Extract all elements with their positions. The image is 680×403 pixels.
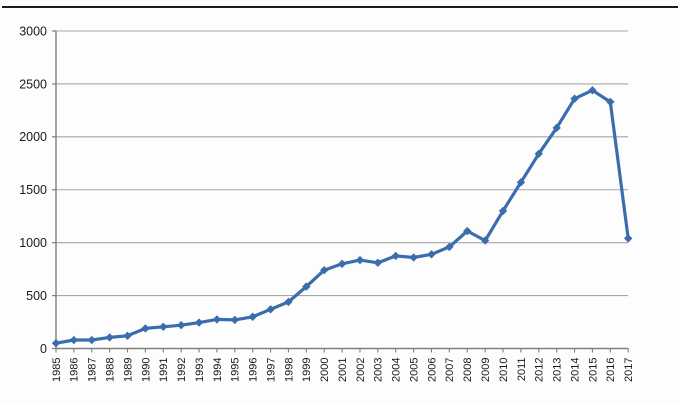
data-point-marker bbox=[552, 123, 561, 133]
x-tick-label: 1993 bbox=[194, 358, 206, 382]
x-tick-label: 2001 bbox=[337, 358, 349, 382]
x-tick-label: 2014 bbox=[569, 358, 581, 382]
x-tick-label: 1991 bbox=[158, 358, 170, 382]
data-point-marker bbox=[320, 265, 329, 275]
data-point-marker bbox=[159, 322, 168, 332]
x-tick-label: 1996 bbox=[248, 358, 260, 382]
top-divider-rule bbox=[2, 6, 678, 8]
data-point-marker bbox=[194, 318, 204, 327]
data-point-marker bbox=[302, 282, 311, 291]
data-point-marker bbox=[445, 242, 454, 252]
x-tick-label: 1992 bbox=[176, 358, 188, 382]
data-point-marker bbox=[284, 297, 293, 307]
x-tick-label: 2006 bbox=[426, 358, 438, 382]
x-tick-label: 2013 bbox=[552, 358, 564, 382]
x-tick-label: 2008 bbox=[462, 358, 474, 382]
x-tick-label: 2009 bbox=[480, 358, 492, 382]
data-point-marker bbox=[373, 258, 383, 267]
x-tick-label: 1998 bbox=[283, 358, 295, 382]
data-point-marker bbox=[570, 94, 579, 103]
data-point-marker bbox=[355, 255, 365, 265]
data-point-marker bbox=[463, 226, 472, 236]
data-point-marker bbox=[498, 206, 508, 216]
x-tick-label: 2004 bbox=[391, 358, 403, 382]
y-tick-label: 1000 bbox=[19, 236, 47, 250]
x-tick-label: 1989 bbox=[122, 358, 134, 382]
data-point-marker bbox=[624, 234, 633, 243]
data-point-marker bbox=[337, 259, 347, 269]
data-line bbox=[54, 88, 630, 345]
x-tick-label: 2010 bbox=[498, 358, 510, 382]
x-tick-label: 2002 bbox=[355, 358, 367, 382]
data-point-marker bbox=[141, 324, 150, 333]
x-tick-label: 1999 bbox=[301, 358, 313, 382]
data-point-marker bbox=[51, 339, 61, 348]
y-tick-label: 3000 bbox=[19, 24, 47, 38]
y-tick-label: 0 bbox=[40, 342, 47, 356]
x-tick-label: 1990 bbox=[140, 358, 152, 382]
data-point-marker bbox=[480, 236, 490, 245]
x-tick-label: 1986 bbox=[69, 358, 81, 382]
data-point-marker bbox=[105, 333, 114, 342]
x-tick-label: 1997 bbox=[265, 358, 277, 382]
data-point-marker bbox=[427, 250, 436, 259]
x-tick-label: 2015 bbox=[587, 358, 599, 382]
x-tick-label: 2000 bbox=[319, 358, 331, 382]
x-tick-label: 2003 bbox=[373, 358, 385, 382]
x-tick-label: 2007 bbox=[444, 358, 456, 382]
x-tick-label: 1988 bbox=[104, 358, 116, 382]
x-tick-label: 2017 bbox=[623, 358, 635, 382]
x-tick-label: 1987 bbox=[87, 358, 99, 382]
y-tick-label: 2000 bbox=[19, 130, 47, 144]
y-tick-label: 1500 bbox=[19, 183, 47, 197]
data-point-marker bbox=[588, 86, 597, 95]
x-tick-label: 2012 bbox=[534, 358, 546, 382]
data-point-marker bbox=[534, 149, 543, 158]
data-point-marker bbox=[606, 97, 615, 107]
data-point-marker bbox=[176, 321, 186, 330]
data-point-marker bbox=[230, 315, 240, 325]
x-tick-label: 2016 bbox=[605, 358, 617, 382]
x-tick-label: 1985 bbox=[51, 358, 63, 382]
data-point-marker bbox=[69, 335, 79, 345]
data-point-marker bbox=[248, 312, 257, 321]
y-tick-label: 500 bbox=[26, 289, 47, 303]
data-point-marker bbox=[87, 335, 96, 345]
x-tick-label: 2005 bbox=[408, 358, 420, 382]
x-tick-label: 2011 bbox=[516, 358, 528, 382]
data-point-marker bbox=[516, 178, 526, 187]
x-tick-label: 1994 bbox=[212, 358, 224, 382]
x-tick-label: 1995 bbox=[230, 358, 242, 382]
y-tick-label: 2500 bbox=[19, 77, 47, 91]
data-point-marker bbox=[123, 331, 132, 340]
data-point-marker bbox=[212, 315, 222, 324]
data-point-marker bbox=[266, 305, 275, 314]
data-point-marker bbox=[391, 251, 400, 261]
data-point-marker bbox=[409, 253, 418, 262]
